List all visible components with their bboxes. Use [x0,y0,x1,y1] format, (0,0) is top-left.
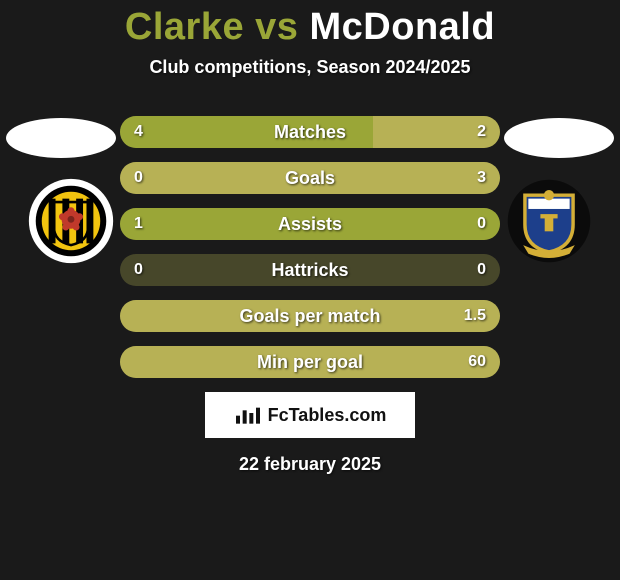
player-right-name: McDonald [310,6,496,48]
stat-label: Min per goal [120,346,500,378]
comparison-panel: 42Matches 03Goals 10Assists 00Hattricks 1.5G… [0,98,620,378]
stat-label: Matches [120,116,500,148]
footer-date: 22 february 2025 [0,454,620,475]
stat-label: Goals [120,162,500,194]
stat-row: 1.5Goals per match [120,300,500,332]
vs-text: vs [255,6,298,48]
site-badge[interactable]: FcTables.com [205,392,415,438]
stat-row: 10Assists [120,208,500,240]
stat-label: Hattricks [120,254,500,286]
player-left-photo [6,118,116,158]
subtitle: Club competitions, Season 2024/2025 [0,57,620,78]
player-left-name: Clarke [125,6,244,48]
player-right-photo [504,118,614,158]
club-crest-left-icon [28,178,114,264]
club-crest-left [28,178,114,264]
stat-row: 60Min per goal [120,346,500,378]
stat-label: Goals per match [120,300,500,332]
stat-bars: 42Matches 03Goals 10Assists 00Hattricks 1.5G… [120,98,500,378]
page-title: Clarke vs McDonald [0,0,620,49]
stat-label: Assists [120,208,500,240]
club-crest-right-icon [506,178,592,264]
stat-row: 03Goals [120,162,500,194]
stat-row: 00Hattricks [120,254,500,286]
site-label: FcTables.com [268,405,387,426]
bar-chart-icon [234,405,262,425]
stat-row: 42Matches [120,116,500,148]
club-crest-right [506,178,592,264]
